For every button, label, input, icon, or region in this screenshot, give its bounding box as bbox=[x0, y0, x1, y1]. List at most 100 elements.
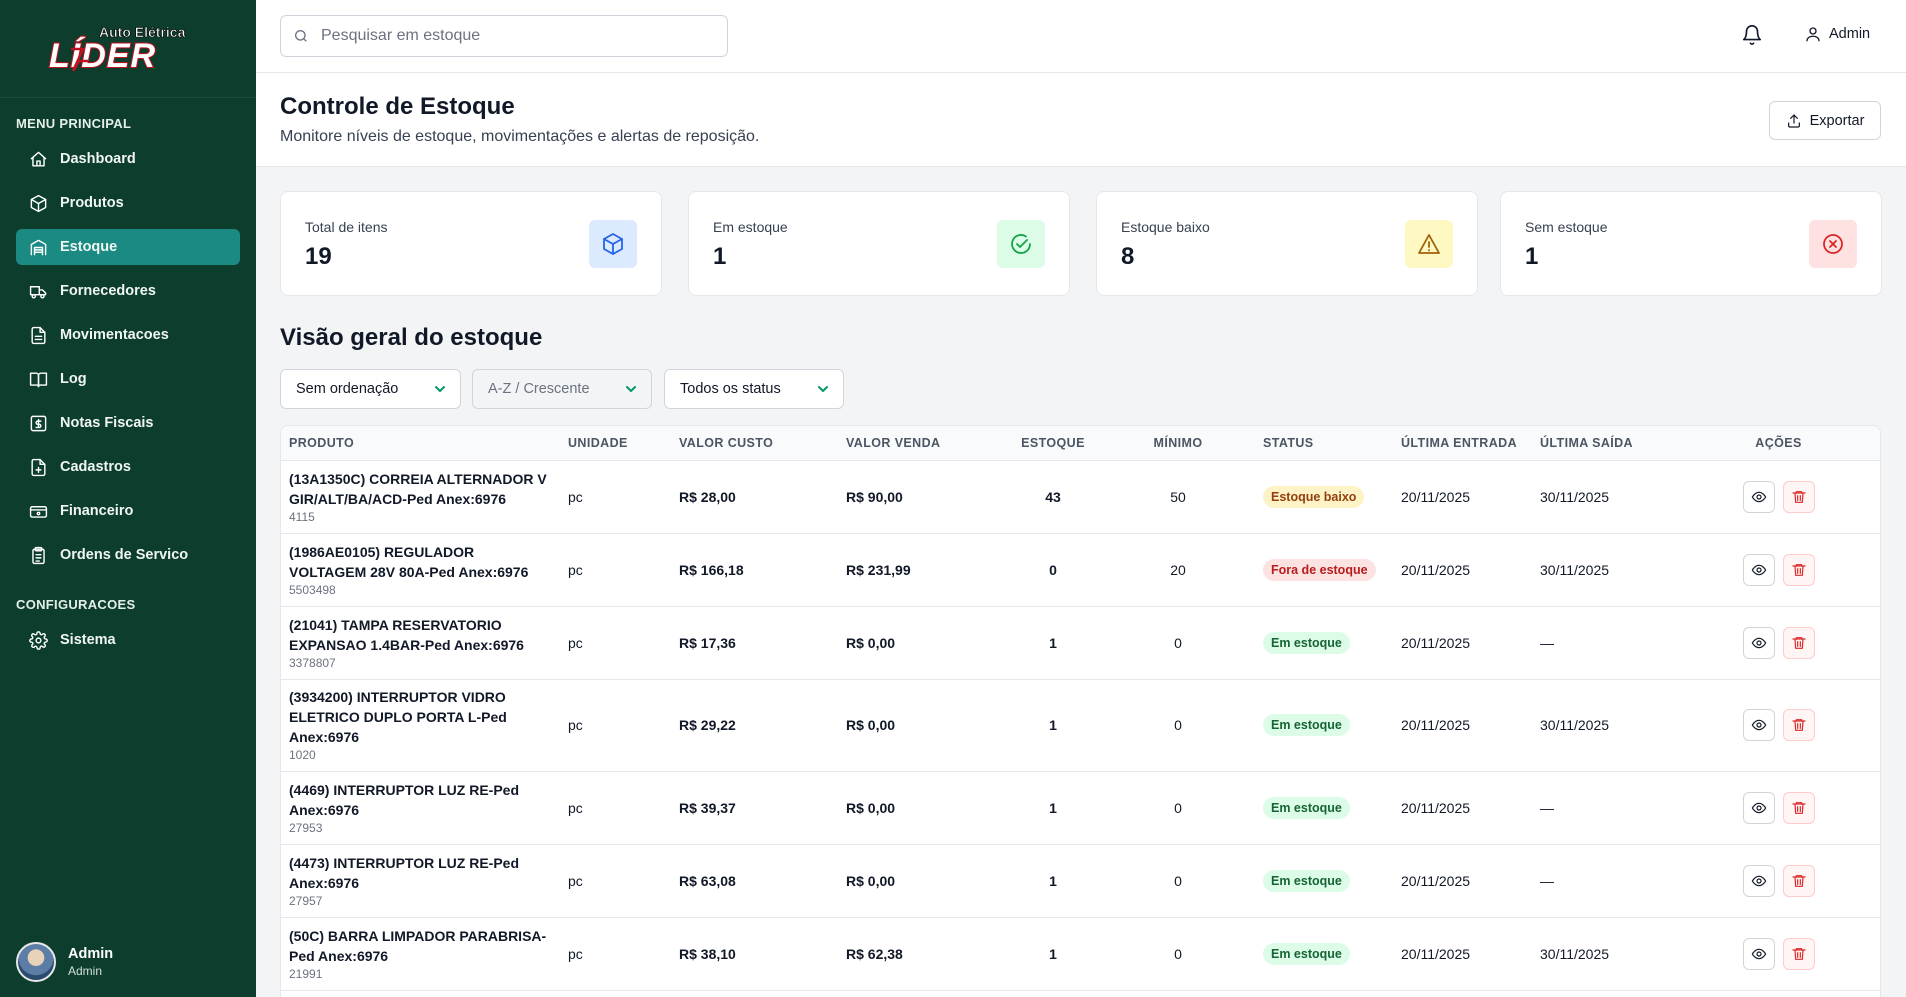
trash-icon bbox=[1791, 563, 1806, 576]
export-button[interactable]: Exportar bbox=[1769, 101, 1881, 140]
stat-card-sem-estoque: Sem estoque 1 bbox=[1500, 191, 1882, 296]
actions-cell bbox=[1675, 917, 1880, 991]
table-row[interactable]: (13A1350C) CORREIA ALTERNADOR V GIR/ALT/… bbox=[281, 460, 1880, 534]
last-exit-cell: — bbox=[1532, 771, 1675, 845]
table-row[interactable]: (21041) TAMPA RESERVATORIO EXPANSAO 1.4B… bbox=[281, 606, 1880, 680]
column-header[interactable]: MÍNIMO bbox=[1101, 426, 1255, 461]
status-badge: Fora de estoque bbox=[1263, 558, 1376, 581]
product-cell: (21041) TAMPA RESERVATORIO EXPANSAO 1.4B… bbox=[281, 606, 560, 680]
product-cell: (4473) INTERRUPTOR LUZ RE-Ped Anex:6976 … bbox=[281, 844, 560, 918]
column-header[interactable]: ÚLTIMA SAÍDA bbox=[1532, 426, 1675, 461]
last-exit-cell: 30/11/2025 bbox=[1532, 533, 1675, 607]
view-button[interactable] bbox=[1742, 864, 1775, 897]
status-cell: Em estoque bbox=[1255, 679, 1393, 772]
x-circle-icon bbox=[1809, 220, 1857, 268]
user-menu[interactable]: Admin bbox=[1804, 25, 1870, 43]
export-button-label: Exportar bbox=[1809, 112, 1865, 129]
notifications-button[interactable] bbox=[1741, 24, 1763, 48]
actions-cell bbox=[1675, 771, 1880, 845]
sidebar-item-movimentacoes[interactable]: Movimentacoes bbox=[16, 317, 240, 353]
delete-button[interactable] bbox=[1782, 553, 1815, 586]
view-button[interactable] bbox=[1742, 709, 1775, 741]
svg-text:LÍDER: LÍDER bbox=[49, 37, 156, 75]
stat-card-value: 1 bbox=[713, 243, 727, 270]
column-header[interactable]: UNIDADE bbox=[560, 426, 671, 461]
stock-cell: 1 bbox=[1005, 679, 1101, 772]
view-button[interactable] bbox=[1742, 937, 1775, 970]
sidebar-item-sistema[interactable]: Sistema bbox=[16, 622, 240, 658]
sale-cell: R$ 0,00 bbox=[838, 771, 1005, 845]
column-header[interactable]: STATUS bbox=[1255, 426, 1393, 461]
table-row[interactable]: (4469) INTERRUPTOR LUZ RE-Ped Anex:6976 … bbox=[281, 771, 1880, 845]
column-header[interactable]: PRODUTO bbox=[281, 426, 560, 461]
delete-button[interactable] bbox=[1782, 709, 1815, 741]
sidebar-item-ordens-de-servico[interactable]: Ordens de Servico bbox=[16, 537, 240, 573]
table-header-row: PRODUTO UNIDADE VALOR CUSTO VALOR VENDA ESTO… bbox=[281, 426, 1880, 461]
product-name: (1986AE0105) REGULADOR VOLTAGEM 28V 80A-… bbox=[289, 543, 529, 580]
column-header[interactable]: AÇÕES bbox=[1675, 426, 1880, 461]
brand-logo[interactable]: Auto Elétrica LÍDER bbox=[0, 0, 256, 98]
table-row[interactable]: (3934200) INTERRUPTOR VIDRO ELETRICO DUP… bbox=[281, 679, 1880, 772]
column-header[interactable]: VALOR CUSTO bbox=[671, 426, 838, 461]
sidebar-item-cadastros[interactable]: Cadastros bbox=[16, 449, 240, 485]
sidebar-item-fornecedores[interactable]: Fornecedores bbox=[16, 273, 240, 309]
last-exit-cell: 30/11/2025 bbox=[1532, 460, 1675, 534]
status-badge: Estoque baixo bbox=[1263, 485, 1365, 508]
trash-icon bbox=[1791, 490, 1806, 503]
actions-cell bbox=[1675, 679, 1880, 772]
warehouse-icon bbox=[28, 237, 48, 257]
status-cell: Em estoque bbox=[1255, 844, 1393, 918]
table-row[interactable]: (50C) BARRA LIMPADOR PARABRISA-Ped Anex:… bbox=[281, 917, 1880, 991]
search-input[interactable] bbox=[321, 27, 701, 45]
view-button[interactable] bbox=[1742, 480, 1775, 513]
column-header[interactable]: ÚLTIMA ENTRADA bbox=[1393, 426, 1532, 461]
sidebar-item-label: Notas Fiscais bbox=[60, 415, 154, 431]
delete-button[interactable] bbox=[1782, 791, 1815, 824]
product-cell: (13A1350C) CORREIA ALTERNADOR V GIR/ALT/… bbox=[281, 460, 560, 534]
order-select[interactable]: A-Z / Crescente bbox=[472, 369, 652, 409]
gear-icon bbox=[28, 630, 48, 650]
last-entry-cell: 20/11/2025 bbox=[1393, 606, 1532, 680]
chevron-down-icon bbox=[434, 383, 446, 395]
sidebar-item-financeiro[interactable]: Financeiro bbox=[16, 493, 240, 529]
product-name: (50C) BARRA LIMPADOR PARABRISA-Ped Anex:… bbox=[289, 927, 547, 964]
product-code: 27957 bbox=[289, 893, 323, 908]
delete-button[interactable] bbox=[1782, 626, 1815, 659]
sidebar-item-label: Cadastros bbox=[60, 459, 131, 475]
sort-select[interactable]: Sem ordenação bbox=[280, 369, 461, 409]
table-row[interactable]: (1986AE0105) REGULADOR VOLTAGEM 28V 80A-… bbox=[281, 533, 1880, 607]
sidebar-item-estoque[interactable]: Estoque bbox=[16, 229, 240, 265]
search-box[interactable] bbox=[280, 15, 728, 57]
column-header[interactable]: ESTOQUE bbox=[1005, 426, 1101, 461]
sidebar-item-produtos[interactable]: Produtos bbox=[16, 185, 240, 221]
column-header[interactable]: VALOR VENDA bbox=[838, 426, 1005, 461]
delete-button[interactable] bbox=[1782, 937, 1815, 970]
menu-section-main: MENU PRINCIPAL bbox=[16, 116, 132, 131]
sidebar-item-notas-fiscais[interactable]: Notas Fiscais bbox=[16, 405, 240, 441]
view-button[interactable] bbox=[1742, 553, 1775, 586]
eye-icon bbox=[1751, 564, 1766, 575]
table-row[interactable]: (4473) INTERRUPTOR LUZ RE-Ped Anex:6976 … bbox=[281, 844, 1880, 918]
product-name: (4473) INTERRUPTOR LUZ RE-Ped Anex:6976 bbox=[289, 854, 519, 891]
topbar: Admin bbox=[256, 0, 1906, 73]
delete-button[interactable] bbox=[1782, 864, 1815, 897]
chevron-down-icon bbox=[625, 383, 637, 395]
view-button[interactable] bbox=[1742, 626, 1775, 659]
view-button[interactable] bbox=[1742, 791, 1775, 824]
eye-icon bbox=[1751, 491, 1766, 502]
sidebar-user[interactable]: Admin Admin bbox=[0, 927, 256, 997]
product-name: (4469) INTERRUPTOR LUZ RE-Ped Anex:6976 bbox=[289, 781, 519, 818]
status-cell: Em estoque bbox=[1255, 771, 1393, 845]
product-code: 5503498 bbox=[289, 582, 336, 597]
stock-cell: 1 bbox=[1005, 606, 1101, 680]
user-icon bbox=[1806, 27, 1820, 42]
status-select[interactable]: Todos os status bbox=[664, 369, 844, 409]
sidebar-item-log[interactable]: Log bbox=[16, 361, 240, 397]
delete-button[interactable] bbox=[1782, 480, 1815, 513]
product-cell: (1986AE0105) REGULADOR VOLTAGEM 28V 80A-… bbox=[281, 533, 560, 607]
product-name: (13A1350C) CORREIA ALTERNADOR V GIR/ALT/… bbox=[289, 470, 547, 507]
cost-cell: R$ 166,18 bbox=[671, 533, 838, 607]
user-role: Admin bbox=[68, 964, 103, 978]
sidebar-item-dashboard[interactable]: Dashboard bbox=[16, 141, 240, 177]
status-select-value: Todos os status bbox=[680, 381, 781, 397]
